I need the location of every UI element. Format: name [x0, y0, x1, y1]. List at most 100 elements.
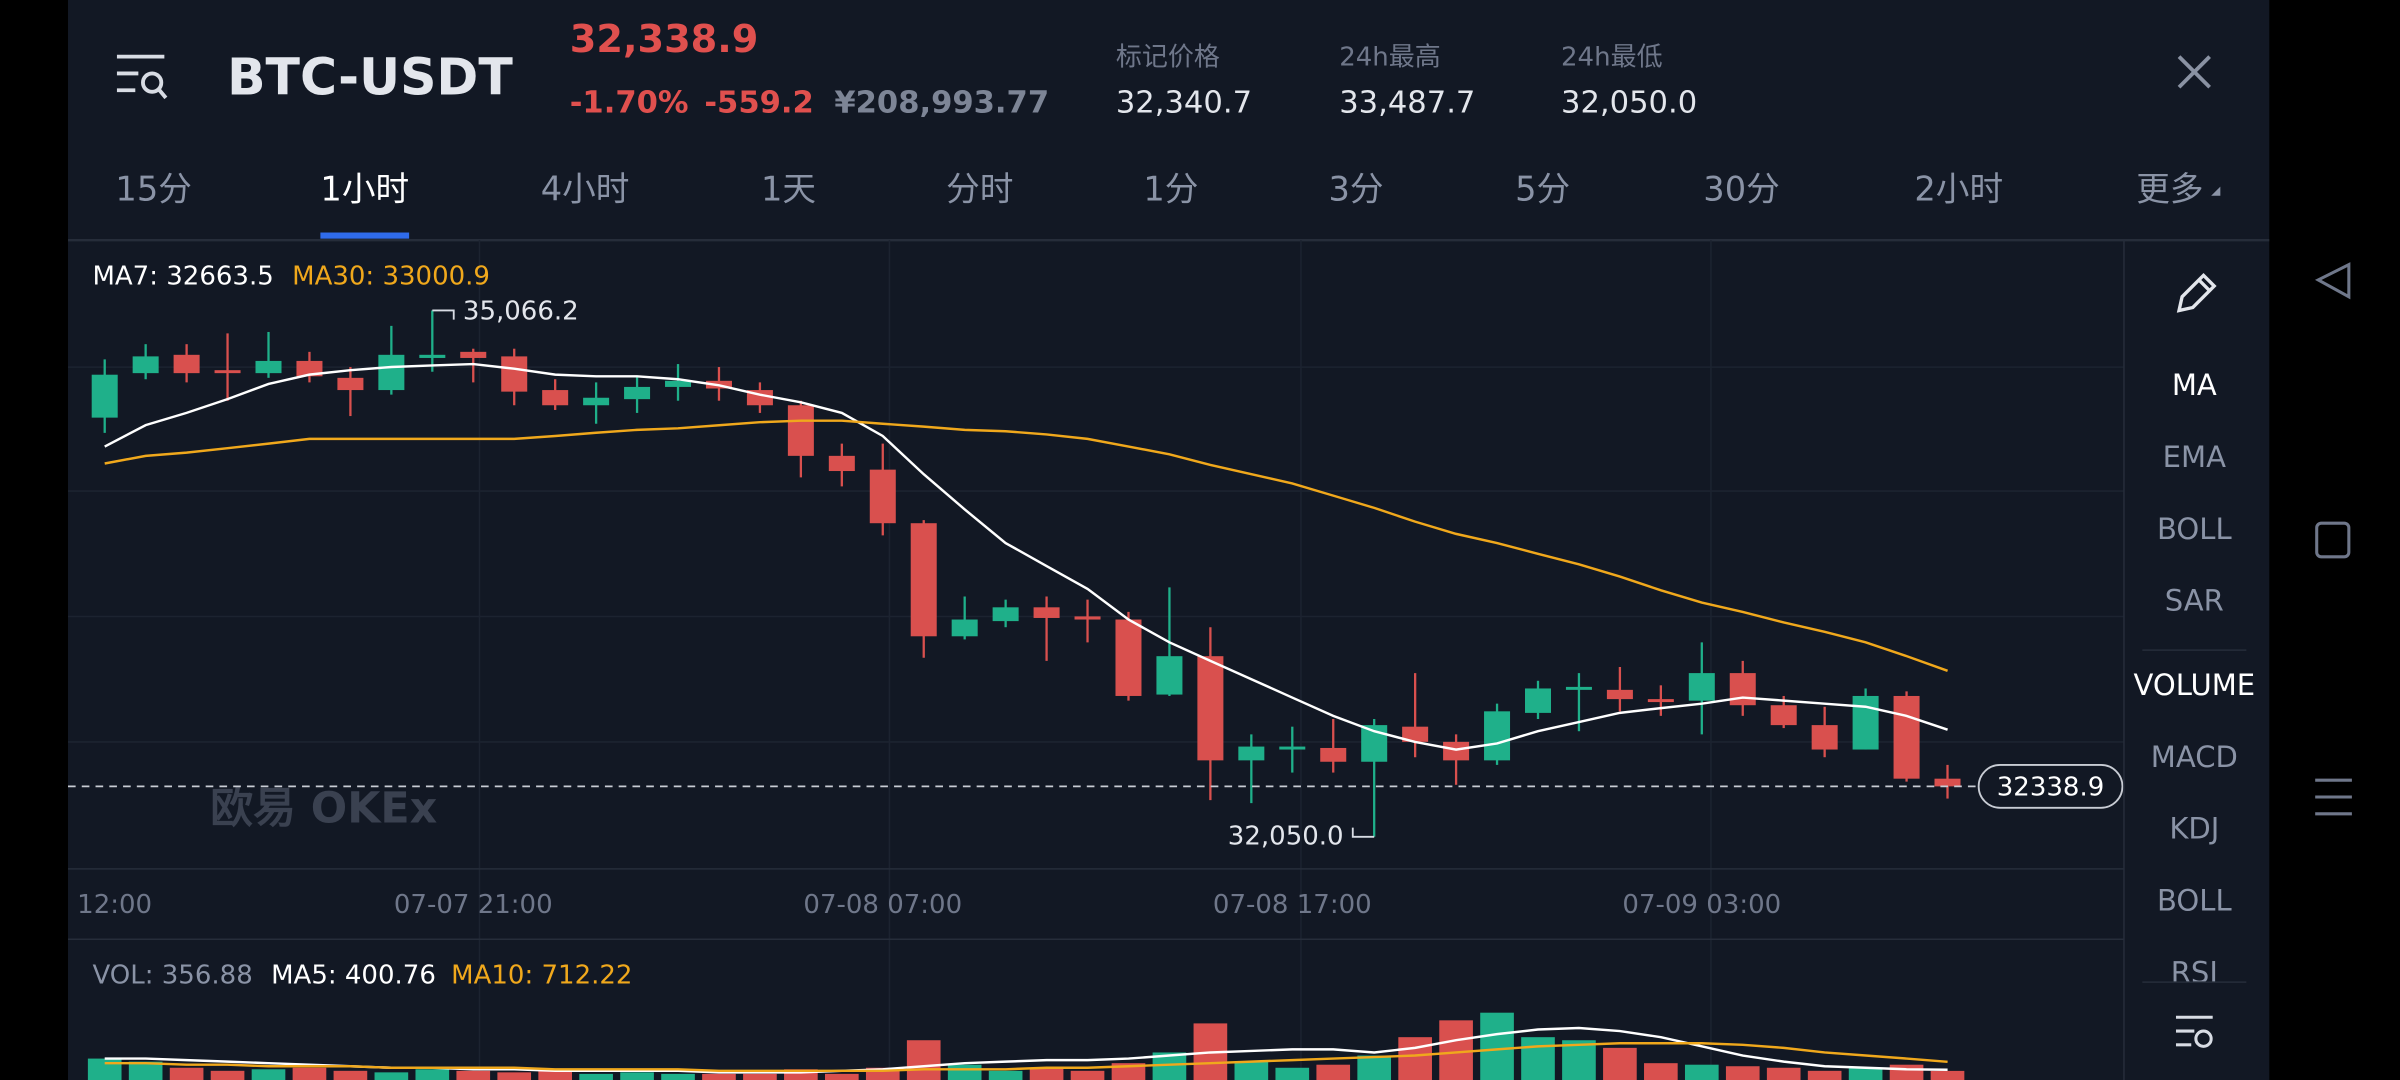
candle-body: [1524, 688, 1551, 713]
volume-legend: VOL: 356.88: [92, 960, 252, 990]
stat-label: 24h最低: [1561, 43, 1663, 73]
volume-bar: [251, 1069, 286, 1080]
interval-tab[interactable]: 1天: [761, 170, 816, 209]
indicator-panel: MA EMA BOLL SAR VOLUME MACD KDJ BOLL RSI: [2134, 368, 2256, 989]
more-arrow: [2211, 186, 2221, 196]
volume-bar: [702, 1073, 736, 1080]
low-label: 32,050.0: [1228, 821, 1344, 851]
candle-body: [173, 354, 200, 374]
candle-body: [296, 360, 323, 377]
volume-bar: [1684, 1064, 1719, 1080]
candle-body: [1688, 673, 1715, 701]
indicator-option[interactable]: VOLUME: [2134, 668, 2256, 702]
menu-button[interactable]: [116, 54, 168, 100]
volume-bar: [169, 1067, 204, 1080]
candle-body: [1606, 689, 1633, 700]
volume-bar: [415, 1069, 450, 1080]
candle-body: [1156, 656, 1183, 695]
volume-bar: [1766, 1067, 1801, 1080]
x-tick-label: 07-08 17:00: [1213, 890, 1372, 920]
candle-body: [337, 377, 364, 391]
high-marker: [432, 309, 455, 320]
volume-bar: [1521, 1037, 1555, 1080]
candle-body: [1893, 695, 1920, 779]
volume-bar: [579, 1073, 613, 1080]
indicator-option[interactable]: SAR: [2165, 584, 2224, 618]
app-area: [67, 0, 2270, 1080]
volume-bar: [1070, 1070, 1105, 1080]
candle-body: [378, 354, 405, 391]
interval-tab[interactable]: 3分: [1329, 170, 1384, 209]
candle-body: [1852, 695, 1879, 750]
interval-tabs: 15分 1小时 4小时 1天 分时 1分 3分 5分 30分 2小时 更多: [115, 170, 2221, 239]
candle-body: [1074, 616, 1101, 620]
interval-tab[interactable]: 15分: [115, 170, 191, 209]
x-tick-label: 12:00: [77, 890, 152, 920]
volume-bar: [743, 1073, 777, 1080]
interval-tab[interactable]: 2小时: [1914, 170, 2003, 209]
stat-label: 标记价格: [1116, 43, 1220, 73]
indicator-option[interactable]: RSI: [2171, 955, 2218, 989]
indicator-option[interactable]: BOLL: [2157, 512, 2232, 546]
legends: MA7: 32663.5 MA30: 33000.9 VOL: 356.88 MA5:…: [92, 261, 632, 990]
candle-body: [1934, 778, 1961, 787]
volume-bar: [1029, 1067, 1064, 1080]
x-tick-label: 07-08 07:00: [803, 890, 962, 920]
interval-tab[interactable]: 1分: [1143, 170, 1198, 209]
interval-tab[interactable]: 4小时: [541, 170, 630, 209]
candle-body: [1320, 747, 1347, 762]
x-tick-label: 07-09 03:00: [1622, 890, 1781, 920]
nav-recent[interactable]: [2315, 778, 2352, 816]
volume-bar: [1725, 1066, 1760, 1080]
indicator-option[interactable]: BOLL: [2157, 884, 2232, 918]
volume-bar: [333, 1070, 368, 1080]
volume-bar: [87, 1058, 122, 1080]
close-button[interactable]: [2177, 55, 2211, 89]
interval-tab[interactable]: 分时: [946, 170, 1013, 209]
change: -559.2: [704, 86, 813, 121]
candle-body: [787, 405, 814, 456]
volume-bar: [784, 1069, 818, 1080]
candle-body: [214, 370, 241, 374]
candle-body: [951, 619, 978, 637]
interval-tab[interactable]: 5分: [1515, 170, 1570, 209]
volume-bar: [374, 1072, 409, 1080]
volume-bar: [947, 1064, 982, 1080]
volume-bar: [1398, 1037, 1432, 1080]
nav-home[interactable]: [2315, 521, 2351, 559]
indicator-option[interactable]: MA: [2172, 368, 2217, 402]
candle-body: [1279, 746, 1306, 750]
interval-tab[interactable]: 更多: [2136, 170, 2203, 209]
ma-line: [104, 1042, 1948, 1073]
candle-body: [992, 607, 1019, 622]
interval-tab[interactable]: 30分: [1703, 170, 1779, 209]
candle-body: [1484, 711, 1511, 761]
indicator-option[interactable]: KDJ: [2169, 812, 2219, 846]
indicator-option[interactable]: EMA: [2163, 440, 2226, 474]
settings-button[interactable]: [2175, 1015, 2213, 1048]
indicator-option[interactable]: MACD: [2151, 740, 2238, 774]
candle-body: [1443, 741, 1470, 761]
volume-bar: [1807, 1070, 1842, 1080]
high-label: 35,066.2: [463, 296, 579, 326]
candle-body: [1115, 619, 1142, 696]
volume-bar: [1644, 1063, 1678, 1080]
candle-body: [91, 374, 118, 418]
candle-body: [869, 469, 896, 524]
candle-body: [419, 354, 446, 358]
interval-tab[interactable]: 1小时: [320, 170, 409, 209]
nav-back[interactable]: [2314, 262, 2351, 300]
change-pct: -1.70%: [570, 86, 689, 121]
draw-tool[interactable]: [2176, 272, 2217, 313]
volume-bar: [210, 1070, 245, 1080]
candle-body: [624, 386, 651, 400]
candle-body: [1811, 725, 1838, 750]
candle-body: [1647, 699, 1674, 703]
last-price-label: 32338.9: [1997, 772, 2105, 802]
volume-bar: [988, 1070, 1023, 1080]
symbol: BTC-USDT: [227, 48, 513, 107]
candle-body: [1033, 607, 1060, 618]
volume-bar: [1480, 1012, 1514, 1080]
candle-body: [910, 523, 937, 637]
